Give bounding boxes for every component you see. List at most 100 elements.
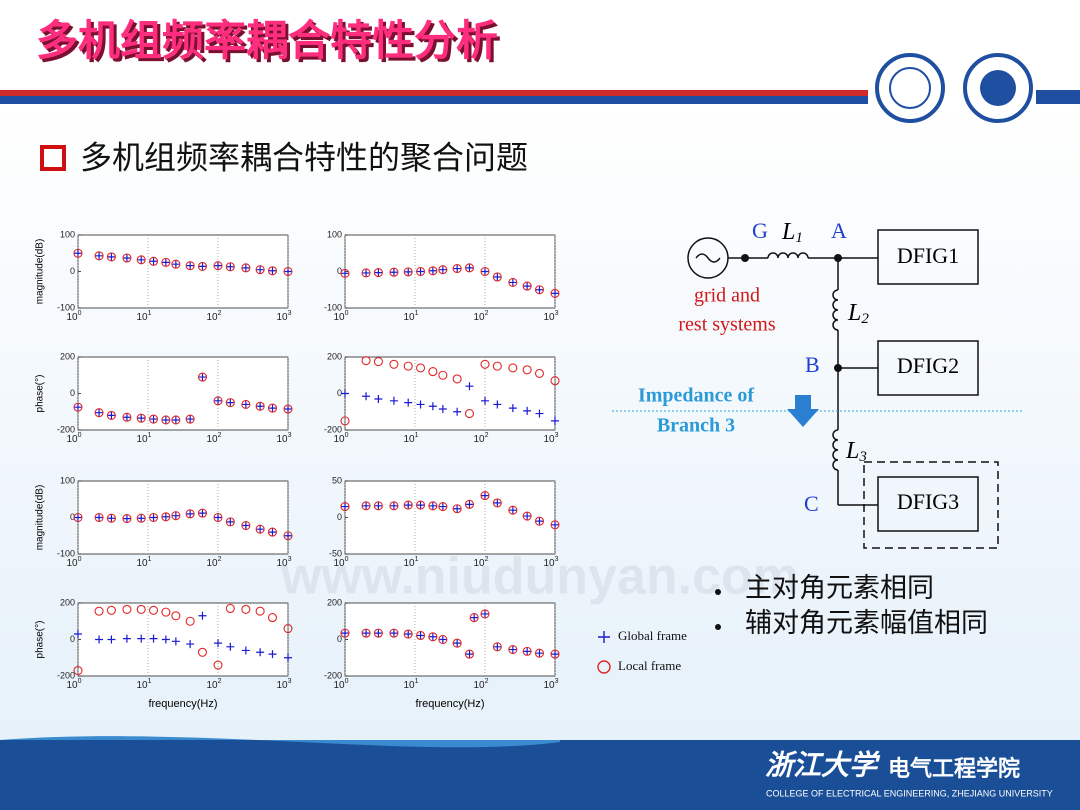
x-tick-exponent: 3 (555, 678, 559, 685)
y-tick-label: 200 (327, 351, 342, 361)
title-shadow: 多机组频率耦合特性分析 (39, 20, 501, 67)
point (522, 511, 532, 521)
point (241, 263, 251, 273)
point (508, 645, 517, 654)
point (197, 372, 208, 382)
point (171, 637, 180, 646)
x-tick-exponent: 3 (288, 432, 292, 439)
y-tick-label: -100 (324, 302, 342, 312)
logo (980, 70, 1016, 106)
x-tick-exponent: 0 (78, 310, 82, 317)
x-tick-base: 10 (333, 558, 345, 569)
point (95, 251, 104, 260)
x-tick-label: 100 (66, 310, 81, 323)
point (283, 531, 293, 541)
point (226, 398, 235, 407)
x-tick-label: 100 (333, 678, 348, 691)
x-tick-base: 10 (333, 434, 345, 445)
point (171, 511, 180, 520)
impedance-label: Impedance of (638, 385, 754, 407)
x-tick-exponent: 2 (485, 678, 489, 685)
point (361, 628, 371, 638)
node (834, 364, 842, 372)
point (73, 665, 83, 676)
x-tick-base: 10 (473, 558, 485, 569)
point (550, 520, 560, 530)
inductor-sub: 2 (861, 311, 869, 327)
node (834, 254, 842, 262)
point (225, 517, 235, 527)
x-tick-exponent: 2 (218, 556, 222, 563)
point (535, 649, 544, 658)
point (197, 508, 208, 518)
point (428, 402, 437, 411)
point (362, 268, 371, 277)
x-tick-label: 101 (136, 678, 151, 691)
footer-logo: 浙江大学 (765, 749, 881, 781)
x-tick-label: 103 (276, 678, 291, 691)
point (284, 405, 292, 414)
point (374, 394, 383, 403)
point (464, 649, 475, 659)
point (213, 396, 223, 406)
point (508, 506, 517, 515)
point (94, 251, 104, 261)
point (122, 253, 132, 263)
point (94, 408, 104, 418)
point (255, 606, 265, 616)
point (171, 611, 181, 621)
point (428, 367, 438, 377)
y-tick-label: 0 (337, 512, 342, 522)
point (523, 406, 532, 415)
plot-area (77, 356, 289, 431)
point (362, 392, 371, 401)
y-tick-label: -100 (57, 302, 75, 312)
point (361, 268, 371, 278)
point (362, 501, 371, 510)
point (361, 501, 371, 511)
point (428, 501, 437, 510)
y-tick-label: -200 (57, 670, 75, 680)
point (267, 403, 278, 413)
point (185, 261, 195, 271)
x-tick-exponent: 2 (485, 310, 489, 317)
point (198, 509, 207, 518)
x-tick-base: 10 (403, 434, 415, 445)
point (186, 640, 195, 649)
x-tick-exponent: 0 (345, 432, 349, 439)
point (465, 500, 474, 509)
y-tick-label: 0 (337, 266, 342, 276)
node-label: B (805, 352, 820, 377)
x-tick-exponent: 0 (78, 556, 82, 563)
y-axis-label: magnitude(dB) (35, 239, 46, 305)
point (197, 647, 208, 657)
y-tick-label: 50 (332, 475, 342, 485)
inductor (832, 429, 839, 471)
point (161, 512, 170, 521)
x-axis-label: frequency(Hz) (148, 698, 217, 710)
point (284, 653, 292, 662)
point (241, 263, 250, 272)
inductor-label: L (847, 300, 861, 326)
point (267, 613, 278, 623)
x-tick-base: 10 (543, 558, 555, 569)
point (149, 415, 158, 424)
point (493, 272, 502, 281)
y-tick-label: 0 (337, 388, 342, 398)
point (171, 511, 181, 521)
point (452, 264, 462, 274)
unit-label: DFIG3 (897, 489, 959, 514)
point (361, 356, 371, 366)
legend-marker (597, 660, 611, 674)
inductor-label: L1 (781, 219, 803, 247)
x-tick-base: 10 (276, 312, 288, 323)
point (389, 359, 399, 369)
point (403, 267, 413, 277)
legend-marker (598, 631, 610, 643)
point (94, 512, 104, 523)
point (453, 504, 462, 513)
header-stripe (0, 96, 868, 104)
point (453, 264, 462, 273)
point (389, 267, 399, 277)
point (171, 260, 180, 269)
